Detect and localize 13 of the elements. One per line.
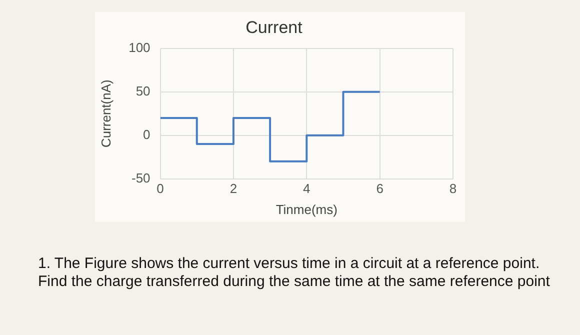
- x-tick-label: 0: [156, 181, 164, 196]
- y-tick-label: 50: [136, 83, 150, 98]
- x-tick-label: 4: [303, 181, 310, 196]
- x-tick-label: 8: [449, 181, 457, 196]
- y-tick-label: 100: [128, 40, 150, 55]
- x-tick-label: 2: [230, 181, 238, 196]
- x-tick-label: 6: [376, 181, 384, 196]
- text: 1. The Figure shows the current versus time in a circuit at a reference point. Find the charge transferred during the same time at the same reference point: [38, 255, 551, 291]
- y-tick-label: -50: [131, 170, 150, 186]
- y-tick-label: 0: [143, 126, 150, 142]
- chart-title: Current: [246, 18, 303, 37]
- y-axis-title: Current(nA): [98, 80, 114, 148]
- x-axis-title: Tinme(ms): [276, 202, 338, 217]
